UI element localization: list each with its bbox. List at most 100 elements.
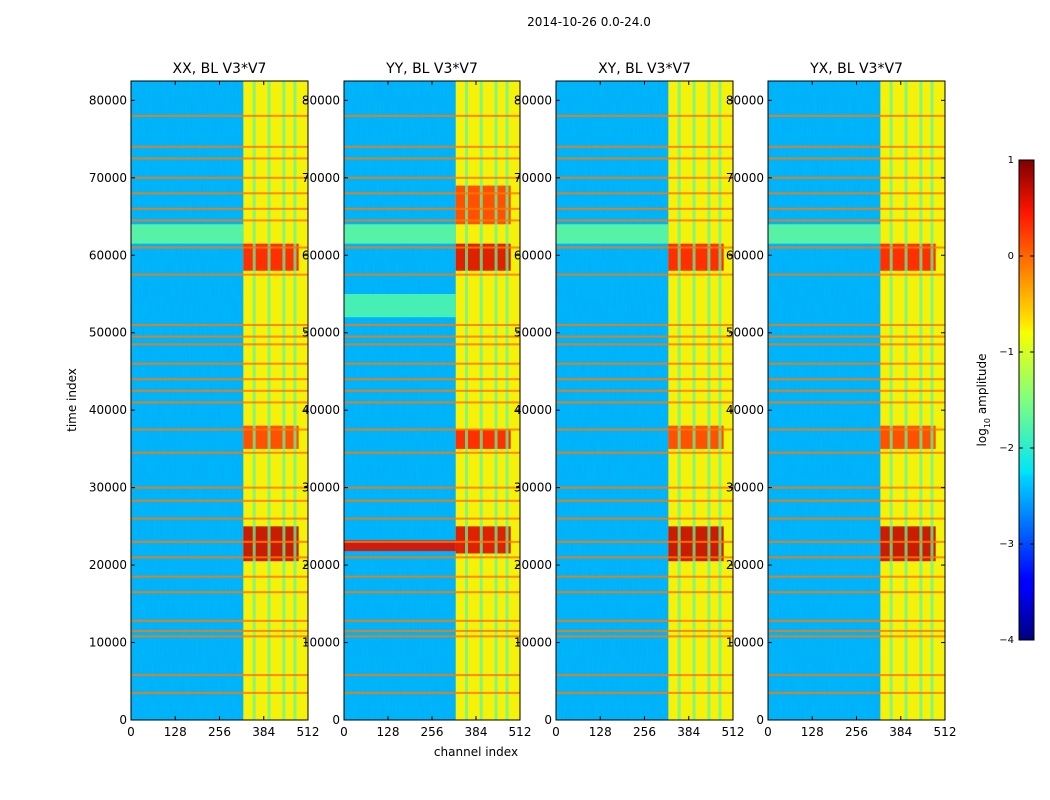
rfi-row xyxy=(344,591,520,594)
rfi-row xyxy=(344,207,520,210)
rfi-row xyxy=(768,335,945,338)
rfi-row xyxy=(344,499,520,502)
x-tick-label: 512 xyxy=(297,725,320,739)
rfi-row xyxy=(556,273,733,276)
channel-gap-stripe xyxy=(252,81,256,720)
channel-gap-stripe xyxy=(267,81,271,720)
rfi-row xyxy=(556,451,733,454)
panel-1: YY, BL V3*V7 0 128 256 384 512 0 10000 20000 3000… xyxy=(302,61,532,739)
rfi-row xyxy=(768,323,945,326)
rfi-row xyxy=(131,246,308,249)
panel-title: XX, BL V3*V7 xyxy=(173,61,267,77)
y-tick-label: 70000 xyxy=(514,171,552,185)
panel-title: XY, BL V3*V7 xyxy=(598,61,691,77)
heatmap-band xyxy=(243,526,299,562)
rfi-row xyxy=(556,378,733,381)
y-tick-label: 60000 xyxy=(302,248,340,262)
heatmap-image xyxy=(556,81,733,720)
rfi-row xyxy=(344,176,520,179)
y-tick-label: 20000 xyxy=(302,558,340,572)
y-tick-label: 30000 xyxy=(726,481,764,495)
y-tick-label: 20000 xyxy=(514,558,552,572)
rfi-row xyxy=(131,451,308,454)
rfi-row xyxy=(344,335,520,338)
rfi-row xyxy=(344,401,520,404)
rfi-row xyxy=(556,219,733,222)
heatmap-band xyxy=(455,526,511,554)
rfi-row xyxy=(344,145,520,148)
rfi-row xyxy=(131,343,308,346)
y-tick-label: 50000 xyxy=(89,326,127,340)
y-tick-label: 50000 xyxy=(726,326,764,340)
y-tick-label: 40000 xyxy=(302,403,340,417)
rfi-row xyxy=(768,674,945,677)
rfi-row xyxy=(344,691,520,694)
rfi-row xyxy=(556,499,733,502)
rfi-row xyxy=(344,486,520,489)
rfi-row xyxy=(556,428,733,431)
channel-gap-stripe xyxy=(904,81,908,720)
x-tick-label: 256 xyxy=(421,725,444,739)
colorbar-label: log10 amplitude xyxy=(975,354,992,447)
rfi-row xyxy=(131,691,308,694)
colorbar-tick-label: −4 xyxy=(999,635,1014,646)
heatmap-band xyxy=(768,224,881,244)
rfi-row xyxy=(768,207,945,210)
rfi-row xyxy=(131,517,308,520)
rfi-row xyxy=(344,343,520,346)
y-tick-label: 40000 xyxy=(726,403,764,417)
rfi-row xyxy=(344,378,520,381)
channel-gap-stripe xyxy=(707,81,711,720)
colorbar-tick-label: −2 xyxy=(999,443,1014,454)
channel-gap-stripe xyxy=(930,81,934,720)
y-tick-label: 0 xyxy=(332,713,340,727)
colorbar-label-log: log xyxy=(975,428,989,446)
rfi-row xyxy=(556,517,733,520)
colorbar-label-sub: 10 xyxy=(983,418,992,428)
x-axis-label: channel index xyxy=(434,745,518,759)
rfi-row xyxy=(131,114,308,117)
x-tick-label: 256 xyxy=(208,725,231,739)
channel-gap-stripe xyxy=(293,81,297,720)
heatmap-panels: XX, BL V3*V7 0 128 256 384 512 0 10000 20000 3000… xyxy=(89,61,957,739)
rfi-row xyxy=(131,207,308,210)
x-tick-label: 384 xyxy=(465,725,488,739)
rfi-row xyxy=(344,192,520,195)
heatmap-band xyxy=(344,294,456,318)
rfi-row xyxy=(131,273,308,276)
rfi-row xyxy=(556,691,733,694)
colorbar-label-suffix: amplitude xyxy=(975,354,989,418)
panel-3: YX, BL V3*V7 0 128 256 384 512 0 10000 20000 3000… xyxy=(726,61,957,739)
y-tick-label: 20000 xyxy=(726,558,764,572)
heatmap-band xyxy=(880,526,936,562)
rfi-row xyxy=(344,517,520,520)
x-tick-label: 256 xyxy=(633,725,656,739)
colorbar-gradient xyxy=(1018,159,1035,641)
panel-0: XX, BL V3*V7 0 128 256 384 512 0 10000 20000 3000… xyxy=(89,61,320,739)
rfi-row xyxy=(556,246,733,249)
x-tick-label: 128 xyxy=(164,725,187,739)
y-tick-label: 50000 xyxy=(514,326,552,340)
x-tick-label: 384 xyxy=(252,725,275,739)
panel-2: XY, BL V3*V7 0 128 256 384 512 0 10000 20000 3000… xyxy=(514,61,745,739)
rfi-row xyxy=(556,192,733,195)
y-tick-label: 70000 xyxy=(89,171,127,185)
rfi-row xyxy=(131,619,308,622)
rfi-row xyxy=(556,335,733,338)
rfi-row xyxy=(768,540,945,543)
channel-gap-stripe xyxy=(282,81,286,720)
x-tick-label: 0 xyxy=(552,725,560,739)
x-tick-label: 512 xyxy=(722,725,745,739)
rfi-row xyxy=(556,619,733,622)
rfi-row xyxy=(768,362,945,365)
panel-title: YY, BL V3*V7 xyxy=(385,61,478,77)
y-tick-label: 10000 xyxy=(89,636,127,650)
rfi-row xyxy=(131,635,308,638)
y-tick-label: 30000 xyxy=(514,481,552,495)
rfi-row xyxy=(768,517,945,520)
channel-gap-stripe xyxy=(494,81,498,720)
rfi-row xyxy=(131,192,308,195)
rfi-row xyxy=(131,362,308,365)
rfi-row xyxy=(768,619,945,622)
rfi-row xyxy=(768,401,945,404)
